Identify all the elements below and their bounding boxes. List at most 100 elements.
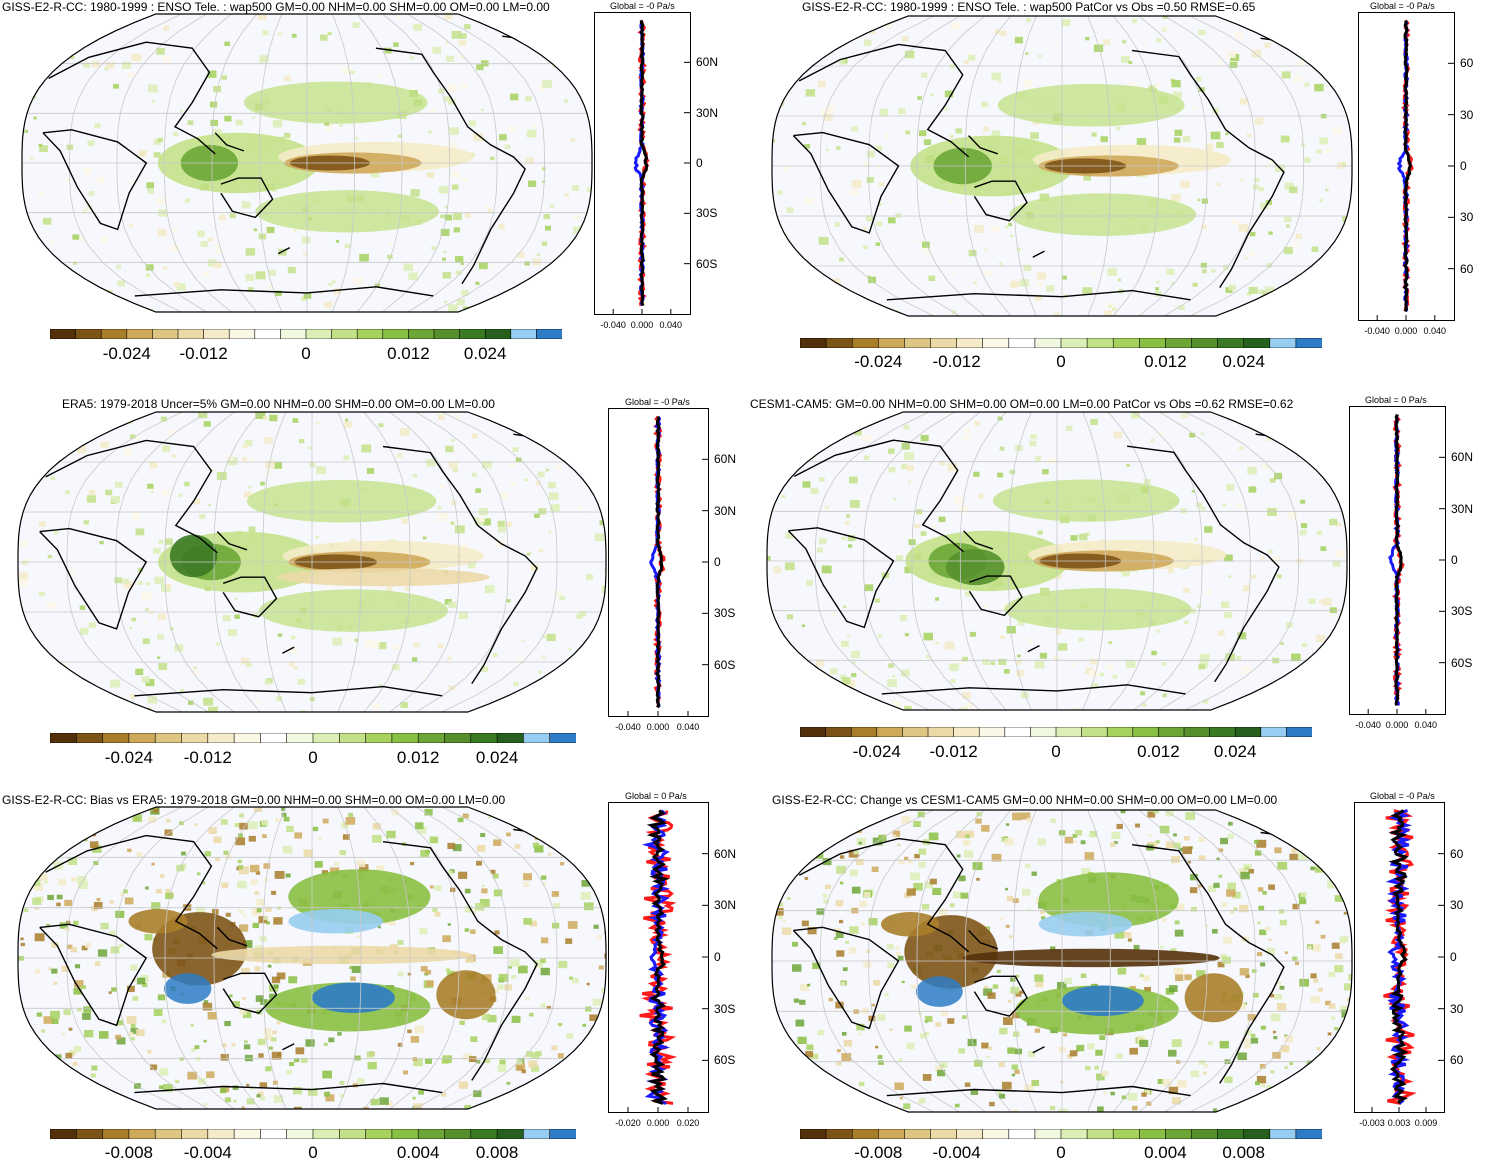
field-cell xyxy=(444,300,448,303)
field-cell xyxy=(1277,982,1281,985)
field-cell xyxy=(921,435,929,441)
field-cell xyxy=(498,526,506,532)
field-cell xyxy=(1202,199,1208,204)
field-cell xyxy=(165,893,173,899)
field-cell xyxy=(440,215,444,218)
field-cell xyxy=(878,1060,884,1065)
field-cell xyxy=(316,422,319,425)
colorbar-label: 0.012 xyxy=(1120,352,1210,372)
field-cell xyxy=(499,974,509,982)
field-cell xyxy=(1000,31,1007,37)
field-cell xyxy=(246,1084,249,1086)
field-blob xyxy=(1185,973,1243,1022)
colorbar-swatch xyxy=(1107,727,1133,737)
field-cell xyxy=(819,538,827,544)
field-cell xyxy=(552,891,559,897)
field-cell xyxy=(1031,434,1037,439)
field-cell xyxy=(1217,61,1222,65)
field-cell xyxy=(324,1043,328,1046)
value-tick-label: 0.040 xyxy=(646,320,696,330)
field-cell xyxy=(1132,1106,1138,1111)
field-cell xyxy=(1328,972,1335,977)
field-cell xyxy=(476,64,483,70)
field-cell xyxy=(768,711,773,712)
field-cell xyxy=(113,84,119,89)
field-cell xyxy=(1013,898,1019,903)
field-cell xyxy=(989,1102,995,1106)
colorbar-swatch xyxy=(904,338,930,348)
field-cell xyxy=(1111,832,1120,839)
field-cell xyxy=(33,705,38,709)
field-cell xyxy=(224,1021,231,1026)
field-cell xyxy=(1288,16,1297,23)
field-cell xyxy=(1024,80,1033,87)
field-cell xyxy=(1141,1092,1146,1096)
lat-tick-label: 60S xyxy=(714,1054,735,1066)
field-cell xyxy=(420,850,429,857)
field-cell xyxy=(536,253,540,256)
field-cell xyxy=(125,897,134,904)
field-cell xyxy=(289,662,295,666)
field-cell xyxy=(393,42,399,46)
field-cell xyxy=(1310,707,1314,711)
field-cell xyxy=(322,1071,332,1079)
field-cell xyxy=(397,15,402,19)
field-cell xyxy=(807,984,810,987)
field-cell xyxy=(523,918,531,925)
field-cell xyxy=(1295,962,1299,965)
field-cell xyxy=(1216,858,1219,861)
colorbar-swatch xyxy=(129,1129,156,1139)
field-cell xyxy=(1227,883,1236,890)
field-cell xyxy=(111,987,116,991)
field-cell xyxy=(801,848,804,851)
field-cell xyxy=(836,950,844,956)
field-cell xyxy=(1032,872,1037,876)
field-cell xyxy=(1174,130,1182,136)
field-cell xyxy=(775,826,782,832)
field-cell xyxy=(1177,1080,1187,1088)
field-cell xyxy=(840,882,843,885)
field-cell xyxy=(1081,840,1086,844)
field-cell xyxy=(237,881,246,889)
field-cell xyxy=(895,947,899,950)
field-cell xyxy=(862,1008,869,1014)
field-blob xyxy=(1004,588,1191,630)
field-cell xyxy=(1308,1088,1316,1095)
field-cell xyxy=(811,488,819,494)
colorbar-swatch xyxy=(287,1129,314,1139)
field-cell xyxy=(91,825,95,828)
field-cell xyxy=(867,177,874,183)
field-cell xyxy=(1172,1039,1182,1047)
field-cell xyxy=(465,889,471,894)
field-cell xyxy=(847,634,850,637)
field-cell xyxy=(849,477,858,484)
field-cell xyxy=(81,419,88,424)
field-cell xyxy=(1260,556,1264,559)
field-cell xyxy=(260,482,265,486)
field-cell xyxy=(477,845,486,852)
field-blob xyxy=(1039,912,1132,936)
field-cell xyxy=(782,300,788,305)
field-cell xyxy=(1190,887,1197,893)
field-cell xyxy=(977,812,983,817)
colorbar-swatch xyxy=(826,727,852,737)
field-cell xyxy=(22,561,27,565)
field-cell xyxy=(565,193,570,197)
field-cell xyxy=(34,857,37,860)
field-cell xyxy=(897,844,900,847)
field-cell xyxy=(568,656,577,663)
field-cell xyxy=(1299,979,1309,987)
field-cell xyxy=(817,547,823,552)
field-cell xyxy=(782,1100,791,1107)
field-cell xyxy=(1306,831,1312,836)
field-cell xyxy=(1070,1050,1078,1056)
field-cell xyxy=(478,308,486,314)
colorbar xyxy=(800,727,1312,737)
field-cell xyxy=(931,525,935,528)
field-cell xyxy=(887,679,897,687)
field-cell xyxy=(1056,656,1060,659)
field-cell xyxy=(976,878,980,881)
field-cell xyxy=(916,509,922,514)
field-cell xyxy=(922,242,930,248)
field-cell xyxy=(109,991,112,994)
